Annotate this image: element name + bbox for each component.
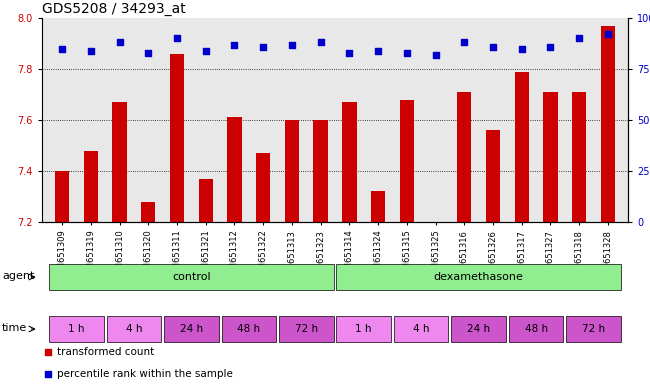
Point — [258, 43, 268, 50]
Text: control: control — [172, 272, 211, 282]
Point — [574, 35, 584, 41]
Point — [373, 48, 384, 54]
Bar — [313, 120, 328, 222]
Text: 48 h: 48 h — [237, 324, 261, 334]
Bar — [371, 191, 385, 222]
Bar — [227, 118, 242, 222]
Text: 48 h: 48 h — [525, 324, 548, 334]
Bar — [112, 102, 127, 222]
Bar — [55, 171, 70, 222]
Bar — [394, 316, 448, 342]
Text: 4 h: 4 h — [413, 324, 430, 334]
Point — [57, 46, 68, 52]
Bar — [107, 316, 161, 342]
Point — [86, 48, 96, 54]
Bar — [572, 92, 586, 222]
Bar — [601, 26, 615, 222]
Bar — [198, 179, 213, 222]
Point — [488, 43, 498, 50]
Bar — [141, 202, 155, 222]
Point — [517, 46, 527, 52]
Text: 24 h: 24 h — [467, 324, 490, 334]
Point — [430, 52, 441, 58]
Bar — [400, 99, 414, 222]
Bar — [566, 316, 621, 342]
Point — [42, 371, 53, 377]
Point — [42, 349, 53, 356]
Bar — [285, 120, 299, 222]
Bar — [342, 102, 357, 222]
Text: GDS5208 / 34293_at: GDS5208 / 34293_at — [42, 2, 186, 16]
Point — [143, 50, 153, 56]
Point — [315, 40, 326, 46]
Text: 72 h: 72 h — [294, 324, 318, 334]
Point — [114, 40, 125, 46]
Text: 4 h: 4 h — [125, 324, 142, 334]
Point — [545, 43, 556, 50]
Bar — [337, 264, 621, 290]
Text: percentile rank within the sample: percentile rank within the sample — [57, 369, 233, 379]
Bar — [84, 151, 98, 222]
Bar — [451, 316, 506, 342]
Bar — [486, 130, 500, 222]
Text: transformed count: transformed count — [57, 348, 155, 358]
Bar — [222, 316, 276, 342]
Bar — [49, 264, 333, 290]
Bar — [279, 316, 333, 342]
Bar — [543, 92, 558, 222]
Point — [603, 31, 613, 37]
Text: 1 h: 1 h — [356, 324, 372, 334]
Text: agent: agent — [2, 271, 34, 281]
Point — [201, 48, 211, 54]
Bar — [164, 316, 218, 342]
Text: dexamethasone: dexamethasone — [434, 272, 523, 282]
Text: time: time — [2, 323, 27, 333]
Bar — [515, 71, 529, 222]
Bar — [49, 316, 104, 342]
Point — [344, 50, 354, 56]
Bar — [457, 92, 471, 222]
Bar — [337, 316, 391, 342]
Bar — [170, 54, 184, 222]
Point — [172, 35, 182, 41]
Point — [229, 41, 240, 48]
Point — [402, 50, 412, 56]
Text: 24 h: 24 h — [180, 324, 203, 334]
Point — [459, 40, 469, 46]
Point — [287, 41, 297, 48]
Bar — [509, 316, 564, 342]
Bar — [256, 153, 270, 222]
Text: 1 h: 1 h — [68, 324, 84, 334]
Text: 72 h: 72 h — [582, 324, 605, 334]
